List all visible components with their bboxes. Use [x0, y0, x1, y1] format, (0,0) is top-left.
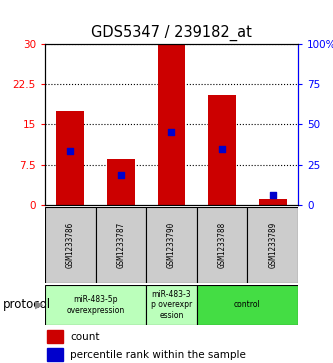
Point — [68, 148, 73, 154]
Bar — [197, 285, 298, 325]
Point — [169, 130, 174, 135]
Bar — [146, 207, 197, 283]
Text: protocol: protocol — [3, 298, 52, 311]
Bar — [146, 285, 197, 325]
Bar — [247, 207, 298, 283]
Bar — [45, 207, 96, 283]
Text: GSM1233787: GSM1233787 — [116, 222, 126, 268]
Bar — [208, 95, 236, 205]
Text: percentile rank within the sample: percentile rank within the sample — [70, 350, 246, 360]
Bar — [56, 111, 84, 205]
Bar — [48, 330, 63, 343]
Text: GSM1233788: GSM1233788 — [217, 222, 227, 268]
Bar — [45, 285, 146, 325]
Text: control: control — [234, 301, 261, 309]
Point — [118, 172, 124, 178]
Title: GDS5347 / 239182_at: GDS5347 / 239182_at — [91, 25, 252, 41]
Point — [270, 192, 275, 198]
Point — [219, 146, 225, 151]
Bar — [259, 199, 287, 205]
Text: miR-483-3
p overexpr
ession: miR-483-3 p overexpr ession — [151, 290, 192, 320]
Text: GSM1233786: GSM1233786 — [66, 222, 75, 268]
Bar — [96, 207, 146, 283]
Bar — [158, 44, 185, 205]
Bar — [197, 207, 247, 283]
Text: count: count — [70, 332, 100, 342]
Text: GSM1233789: GSM1233789 — [268, 222, 277, 268]
Text: miR-483-5p
overexpression: miR-483-5p overexpression — [67, 295, 125, 315]
Text: ▶: ▶ — [35, 300, 44, 310]
Bar — [48, 348, 63, 361]
Text: GSM1233790: GSM1233790 — [167, 222, 176, 268]
Bar — [107, 159, 135, 205]
